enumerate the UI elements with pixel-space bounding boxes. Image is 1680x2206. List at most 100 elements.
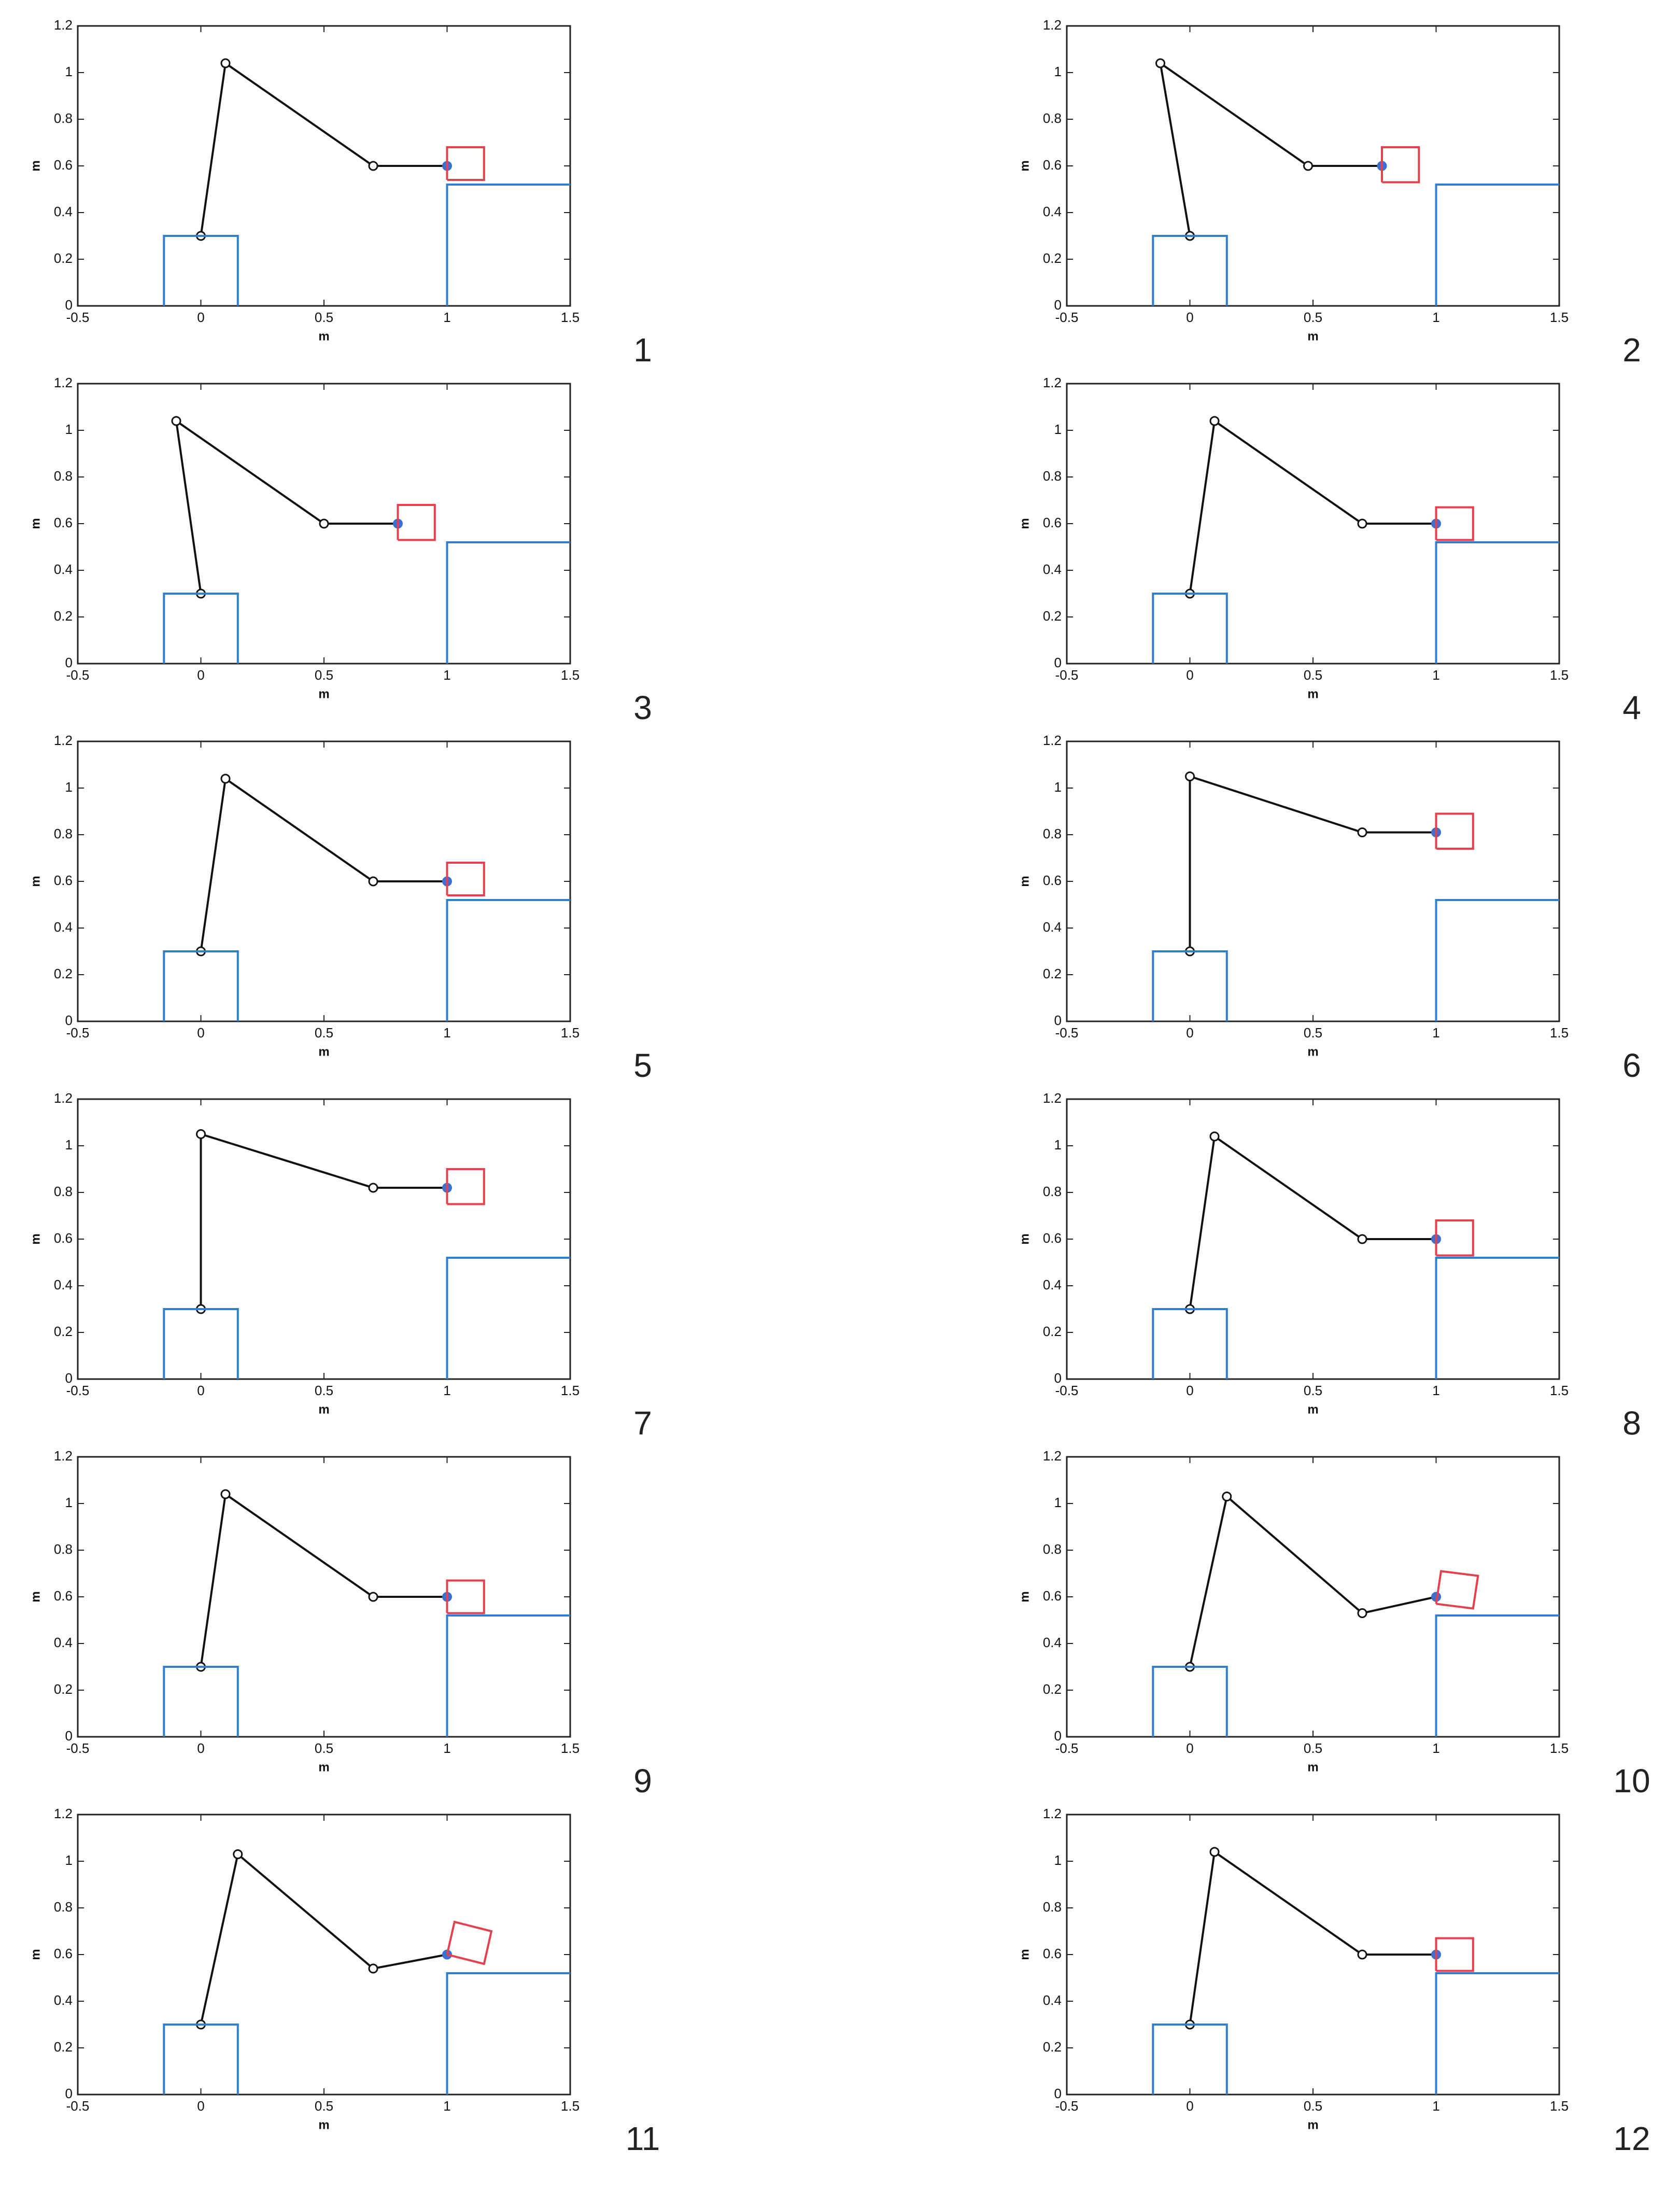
x-axis-label: m [1307, 1760, 1318, 1774]
x-axis-label: m [318, 1760, 329, 1774]
panel-number: 12 [1613, 2120, 1650, 2157]
y-tick-label: 1.2 [1043, 733, 1062, 748]
x-tick-label: 1.5 [1550, 1383, 1569, 1398]
y-tick-label: 0.8 [1043, 468, 1062, 484]
series-line [446, 1972, 570, 2095]
series-line [175, 418, 398, 594]
y-tick-label: 1.2 [1043, 1806, 1062, 1821]
y-tick-label: 0 [65, 297, 73, 313]
series-line [200, 1852, 447, 2025]
y-tick-label: 0.2 [1043, 966, 1062, 981]
x-tick-label: 0 [1186, 1383, 1193, 1398]
x-tick-label: 1.5 [1550, 667, 1569, 683]
joint-marker [171, 416, 181, 426]
x-tick-label: -0.5 [66, 1383, 90, 1398]
y-tick-label: 0.2 [1043, 2039, 1062, 2055]
joint-marker [1222, 1492, 1232, 1501]
y-tick-label: 0.6 [1043, 1588, 1062, 1604]
series-line [446, 541, 570, 664]
panel-number: 1 [633, 331, 652, 369]
y-tick-label: 0 [1054, 297, 1062, 313]
series-line [1189, 419, 1436, 594]
x-tick-label: -0.5 [66, 2098, 90, 2114]
series-line [1152, 235, 1228, 306]
x-tick-label: 0 [197, 310, 204, 325]
y-tick-label: 0 [65, 1013, 73, 1028]
y-tick-label: 0.4 [54, 1992, 73, 2008]
x-tick-label: 1 [443, 1025, 450, 1041]
y-tick-label: 0 [1054, 1370, 1062, 1386]
joint-marker [368, 161, 378, 171]
y-tick-label: 0.6 [54, 1230, 73, 1246]
panel-number: 10 [1613, 1762, 1650, 1800]
x-tick-label: 1.5 [1550, 1740, 1569, 1756]
series-line [446, 1168, 485, 1205]
x-tick-label: 0.5 [1304, 1383, 1322, 1398]
series-line [1189, 1134, 1436, 1310]
x-tick-label: 0 [197, 1740, 204, 1756]
joint-marker [220, 774, 231, 784]
panel-number: 7 [633, 1404, 652, 1442]
series-line [1435, 899, 1559, 1021]
panel-number: 6 [1622, 1047, 1641, 1084]
joint-marker [1357, 1234, 1367, 1244]
series-line [1435, 1257, 1559, 1379]
axes-frame [1066, 1456, 1560, 1738]
y-tick-label: 0.8 [54, 1899, 73, 1915]
y-tick-label: 0 [1054, 1728, 1062, 1744]
y-tick-label: 0.4 [54, 204, 73, 219]
x-tick-label: -0.5 [1055, 2098, 1079, 2114]
axes-frame [77, 1098, 571, 1380]
series-line [1189, 1494, 1436, 1667]
y-tick-label: 1.2 [54, 733, 73, 748]
series-line [446, 1579, 485, 1614]
x-tick-label: 0.5 [315, 667, 333, 683]
x-tick-label: 1.5 [1550, 2098, 1569, 2114]
series-line [163, 2024, 239, 2095]
y-tick-label: 0.6 [1043, 157, 1062, 173]
joint-marker [220, 58, 231, 68]
x-tick-label: -0.5 [1055, 310, 1079, 325]
axes-frame [1066, 740, 1560, 1022]
y-axis-label: m [1018, 160, 1032, 171]
x-tick-label: 1 [1432, 1383, 1439, 1398]
y-tick-label: 0.4 [54, 561, 73, 577]
y-tick-label: 0.2 [54, 2039, 73, 2055]
y-tick-label: 1.2 [54, 1448, 73, 1464]
y-tick-label: 0.6 [1043, 1230, 1062, 1246]
x-axis-label: m [318, 687, 329, 701]
y-tick-label: 1 [1054, 779, 1062, 795]
series-line [1152, 950, 1228, 1021]
x-axis-label: m [1307, 2118, 1318, 2132]
y-tick-label: 0.4 [1043, 204, 1062, 219]
y-axis-label: m [29, 1233, 43, 1244]
joint-marker [368, 1592, 378, 1602]
y-tick-label: 0 [1054, 655, 1062, 670]
y-tick-label: 0.8 [1043, 110, 1062, 126]
y-axis-label: m [1018, 518, 1032, 529]
x-tick-label: 0 [197, 1025, 204, 1041]
x-tick-label: 0 [1186, 667, 1193, 683]
x-tick-label: 0.5 [1304, 667, 1322, 683]
y-tick-label: 1 [1054, 1137, 1062, 1153]
series-line [397, 504, 436, 541]
x-tick-label: 1 [1432, 2098, 1439, 2114]
x-tick-label: 1 [443, 1383, 450, 1398]
panel-number: 11 [626, 2120, 660, 2157]
y-tick-label: 0.4 [54, 1635, 73, 1650]
y-tick-label: 0.8 [54, 468, 73, 484]
series-line [1189, 1850, 1436, 2025]
y-tick-label: 1 [65, 1852, 73, 1868]
x-tick-label: -0.5 [66, 667, 90, 683]
x-axis-label: m [318, 1045, 329, 1059]
series-line [163, 950, 239, 1021]
y-tick-label: 1.2 [1043, 375, 1062, 390]
axes-frame [1066, 1098, 1560, 1380]
joint-marker [1209, 416, 1220, 426]
panel-number: 9 [633, 1762, 652, 1800]
y-tick-label: 0.4 [1043, 1992, 1062, 2008]
x-axis-label: m [1307, 1045, 1318, 1059]
